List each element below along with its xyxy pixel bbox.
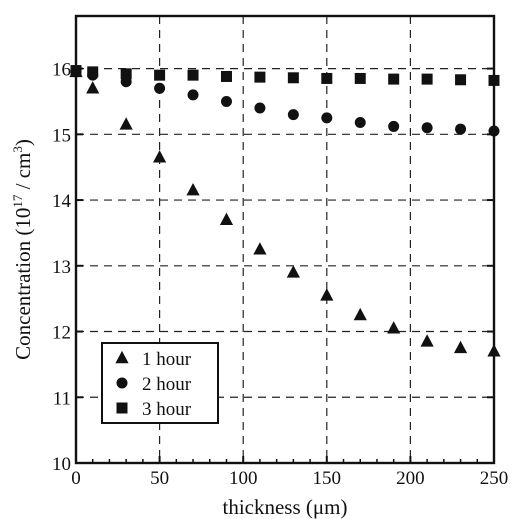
y-tick-label: 13 <box>52 257 71 278</box>
y-axis-label-tail: / cm <box>11 153 35 195</box>
data-point-square <box>455 74 467 86</box>
data-point-triangle <box>153 150 167 163</box>
data-point-square <box>354 72 366 84</box>
data-point-square <box>187 69 199 81</box>
data-point-square <box>220 70 232 82</box>
y-tick-label: 16 <box>52 60 71 81</box>
legend-label: 3 hour <box>142 399 192 420</box>
y-axis-label-sup: 17 <box>10 194 25 208</box>
data-point-triangle <box>353 307 367 321</box>
x-tick-label: 150 <box>313 468 342 489</box>
data-point-square <box>120 68 132 80</box>
data-point-square <box>321 72 333 84</box>
data-point-circle <box>321 112 333 124</box>
ticks-layer: 0 50 100 150 200 250 10 11 12 13 14 15 16 <box>52 60 508 489</box>
series-triangle-points <box>69 64 501 357</box>
x-tick-label: 250 <box>480 468 509 489</box>
legend-marker-square <box>116 402 128 414</box>
series-circle-points <box>70 66 500 137</box>
y-axis-label-sup2: 3 <box>10 146 25 153</box>
data-point-triangle <box>286 265 300 278</box>
legend-label: 2 hour <box>142 374 192 395</box>
y-tick-label: 15 <box>52 125 71 146</box>
data-point-circle <box>154 82 166 94</box>
x-tick-label: 50 <box>150 468 169 489</box>
x-tick-label: 0 <box>71 468 81 489</box>
x-tick-label: 200 <box>396 468 425 489</box>
data-point-square <box>87 66 99 78</box>
y-axis-label: Concentration (1017 / cm3) <box>10 139 35 360</box>
data-point-triangle <box>219 212 234 225</box>
data-point-triangle <box>320 288 334 301</box>
y-tick-label: 11 <box>53 388 71 409</box>
data-point-circle <box>287 109 299 121</box>
data-point-triangle <box>387 321 401 334</box>
data-point-square <box>287 72 299 84</box>
y-tick-label: 14 <box>52 191 72 212</box>
data-point-circle <box>220 95 232 107</box>
data-point-triangle <box>420 334 434 347</box>
y-tick-label: 12 <box>52 323 71 344</box>
x-axis-label: thickness (μm) <box>223 495 348 519</box>
data-point-triangle <box>186 183 200 196</box>
y-axis-label-end: ) <box>11 139 35 146</box>
legend-marker-triangle <box>115 350 129 364</box>
data-point-circle <box>421 122 433 134</box>
data-point-square <box>154 69 166 81</box>
data-point-circle <box>254 102 266 114</box>
plot-frame <box>74 14 496 465</box>
data-point-circle <box>388 120 400 132</box>
y-tick-label: 10 <box>52 454 71 475</box>
x-tick-label: 100 <box>229 468 258 489</box>
data-point-triangle <box>453 340 468 354</box>
marks-layer <box>69 64 501 357</box>
data-point-triangle <box>86 81 100 94</box>
legend: 1 hour 2 hour 3 hour <box>101 342 219 424</box>
data-point-triangle <box>253 242 267 255</box>
data-point-circle <box>455 123 467 135</box>
legend-label: 1 hour <box>142 349 192 370</box>
data-point-circle <box>187 89 199 101</box>
data-point-square <box>421 73 433 85</box>
legend-items: 1 hour 2 hour 3 hour <box>115 349 192 420</box>
legend-marker-circle <box>116 377 128 389</box>
y-axis-label-main: Concentration (10 <box>11 208 35 360</box>
data-point-square <box>388 73 400 85</box>
data-point-square <box>254 71 266 83</box>
data-point-triangle <box>119 117 133 130</box>
data-point-circle <box>354 116 366 128</box>
